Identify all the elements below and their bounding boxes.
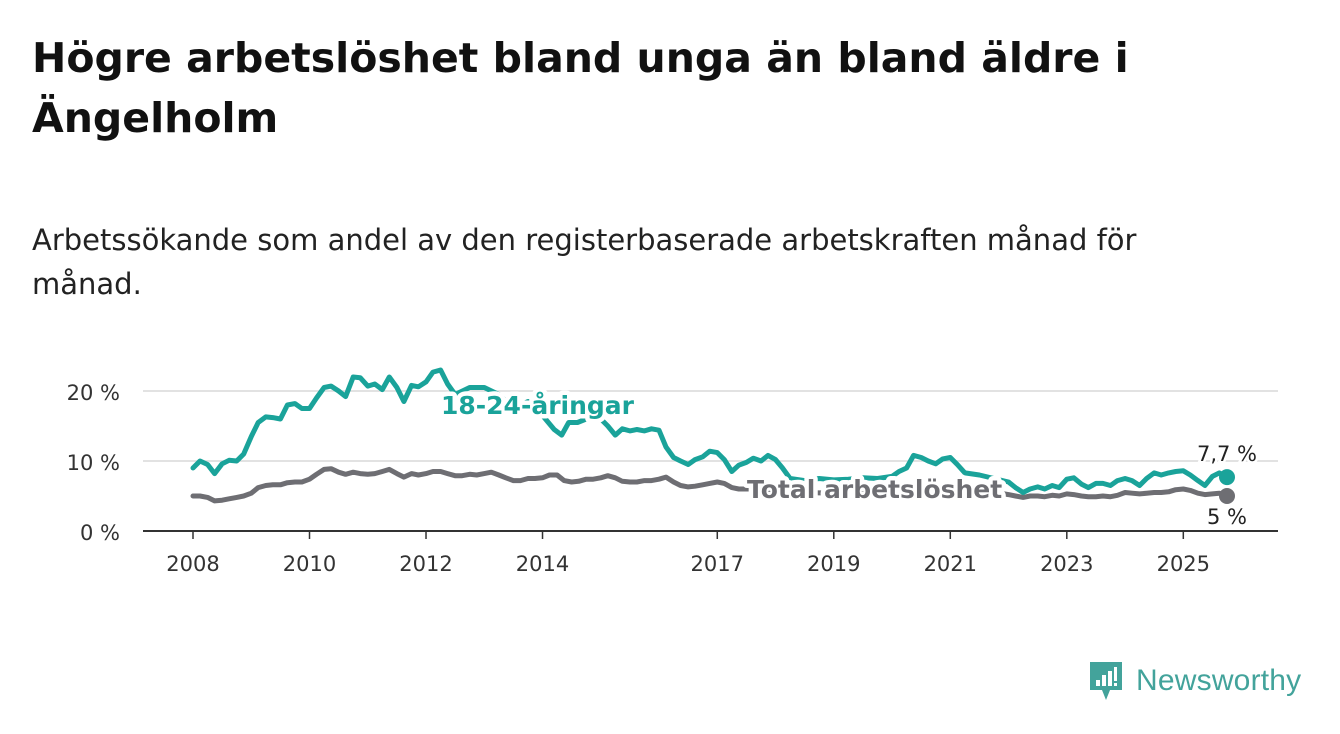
y-tick-label: 20 % <box>67 381 120 405</box>
end-marker-18-24 <box>1219 469 1235 486</box>
series-label-total: Total arbetslöshet <box>747 475 1002 504</box>
label-layer: 18-24-åringar Total arbetslöshet 7,7 % 5 % <box>437 387 1260 532</box>
grid-layer <box>143 390 1278 462</box>
x-tick-label: 2023 <box>1040 552 1093 576</box>
end-value-label-18-24: 7,7 % <box>1197 442 1257 466</box>
x-tick-label: 2010 <box>283 552 336 576</box>
newsworthy-logo-text: Newsworthy <box>1136 664 1302 697</box>
newsworthy-logo: Newsworthy <box>1088 660 1301 702</box>
x-tick-label: 2021 <box>924 552 977 576</box>
end-marker-total <box>1219 488 1235 504</box>
x-tick-label: 2014 <box>516 552 569 576</box>
x-tick-label: 2019 <box>807 552 860 576</box>
y-tick-label: 10 % <box>67 451 120 475</box>
newsworthy-logo-icon <box>1090 662 1122 700</box>
end-value-label-total: 5 % <box>1207 505 1247 529</box>
y-tick-label: 0 % <box>80 521 120 545</box>
x-tick-label: 2017 <box>691 552 744 576</box>
axis-layer: 0 % 10 % 20 % 2008 2010 2012 2014 2017 2019 2021 2… <box>67 381 1278 576</box>
x-tick-label: 2025 <box>1157 552 1210 576</box>
chart-title: Högre arbetslöshet bland unga än bland ä… <box>32 34 1129 142</box>
series-layer <box>190 367 1235 504</box>
series-line-total <box>190 466 1230 504</box>
x-tick-label: 2008 <box>166 552 219 576</box>
series-line-18-24 <box>190 367 1230 495</box>
chart-subtitle: Arbetssökande som andel av den registerb… <box>32 223 1137 301</box>
x-tick-label: 2012 <box>399 552 452 576</box>
series-label-18-24: 18-24-åringar <box>441 391 635 420</box>
